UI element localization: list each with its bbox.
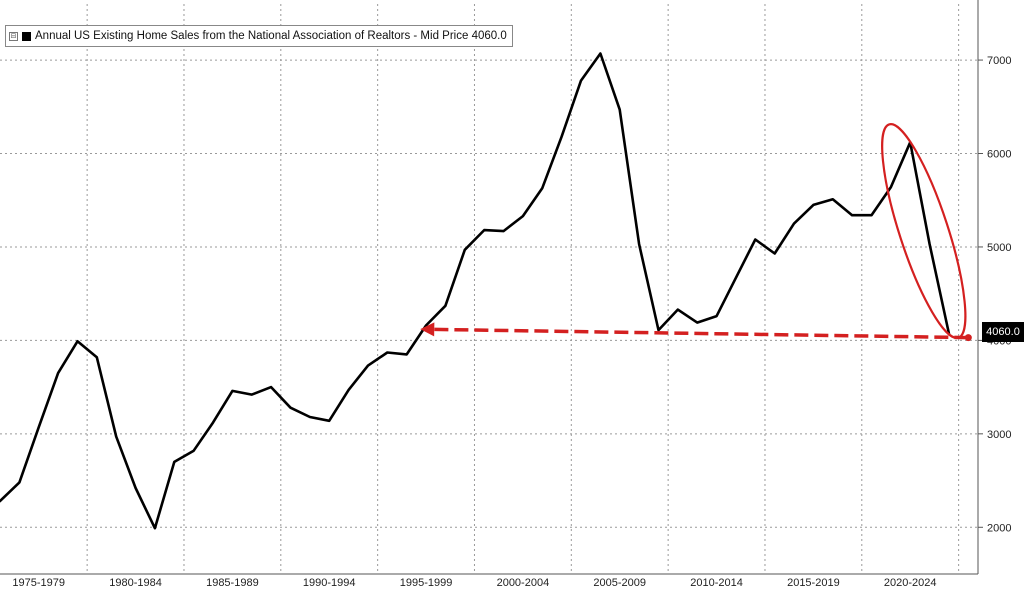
x-tick-label: 2010-2014 xyxy=(690,577,743,589)
last-value-tag: 4060.0 xyxy=(982,322,1024,342)
x-tick-label: 1995-1999 xyxy=(400,577,453,589)
annotation-arrow-head xyxy=(420,322,435,337)
legend-value: 4060.0 xyxy=(471,30,507,42)
legend[interactable]: ⊟ Annual US Existing Home Sales from the… xyxy=(5,25,513,47)
annotation-dashed-arrow-line xyxy=(434,327,969,340)
y-tick-label: 7000 xyxy=(987,55,1011,67)
y-tick-label: 3000 xyxy=(987,429,1011,441)
x-tick-label: 2005-2009 xyxy=(593,577,646,589)
annotation-layer xyxy=(420,123,972,342)
legend-toggle-icon[interactable]: ⊟ xyxy=(9,31,18,41)
y-tick-label: 5000 xyxy=(987,242,1011,254)
x-tick-label: 2020-2024 xyxy=(884,577,937,589)
x-tick-label: 2000-2004 xyxy=(497,577,550,589)
legend-label: Annual US Existing Home Sales from the N… xyxy=(35,30,469,42)
annotation-ellipse xyxy=(881,123,967,340)
y-tick-label: 2000 xyxy=(987,522,1011,534)
grid-layer xyxy=(0,4,978,574)
x-tick-label: 1990-1994 xyxy=(303,577,356,589)
x-tick-label: 1980-1984 xyxy=(109,577,162,589)
legend-swatch xyxy=(22,31,31,41)
series-layer xyxy=(0,52,951,530)
series-line xyxy=(0,52,951,530)
annotation-arrow-tail xyxy=(964,334,972,342)
y-tick-label: 6000 xyxy=(987,149,1011,161)
x-tick-label: 1985-1989 xyxy=(206,577,259,589)
x-tick-label: 1975-1979 xyxy=(12,577,65,589)
x-tick-label: 2015-2019 xyxy=(787,577,840,589)
